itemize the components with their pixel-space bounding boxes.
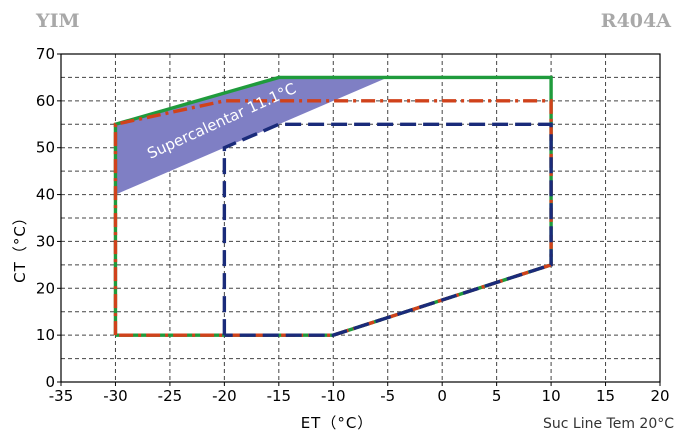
y-tick-label: 40: [36, 186, 55, 204]
x-tick-label: -20: [212, 387, 237, 405]
y-tick-label: 70: [36, 45, 55, 63]
x-tick-label: -5: [380, 387, 395, 405]
x-axis-title: ET（°C）: [301, 414, 374, 432]
grid: [61, 54, 660, 382]
x-tick-label: -25: [158, 387, 183, 405]
y-tick-label: 30: [36, 232, 55, 250]
y-tick-label: 60: [36, 92, 55, 110]
superheat-band: [115, 77, 388, 195]
x-tick-label: 5: [492, 387, 502, 405]
plot-frame: [60, 53, 661, 383]
suction-line-note: Suc Line Tem 20°C: [543, 416, 674, 432]
superheat-band-area: [115, 77, 388, 195]
y-tick-label: 0: [45, 373, 55, 391]
series-group: [113, 75, 553, 337]
series-line-3: [222, 122, 553, 337]
x-tick-label: -15: [267, 387, 292, 405]
x-tick-label: 15: [596, 387, 615, 405]
y-tick-label: 10: [36, 326, 55, 344]
y-tick-label: 20: [36, 279, 55, 297]
brand-right: R404A: [601, 10, 671, 32]
y-axis-title: CT（°C）: [11, 209, 29, 283]
x-tick-label: -35: [49, 387, 74, 405]
y-tick-label: 50: [36, 139, 55, 157]
series-line-2: [113, 99, 553, 337]
x-tick-label: 0: [437, 387, 447, 405]
plot-border: [60, 53, 661, 383]
x-tick-label: 20: [650, 387, 669, 405]
x-tick-label: 10: [542, 387, 561, 405]
tick-labels: -35 -30 -25 -20 -15 -10 -5 0 5 10 15 20 0 10 20 30 40 50 6…: [36, 45, 670, 405]
x-tick-label: -10: [321, 387, 346, 405]
x-tick-label: -30: [103, 387, 128, 405]
brand-left: YIM: [35, 10, 79, 32]
